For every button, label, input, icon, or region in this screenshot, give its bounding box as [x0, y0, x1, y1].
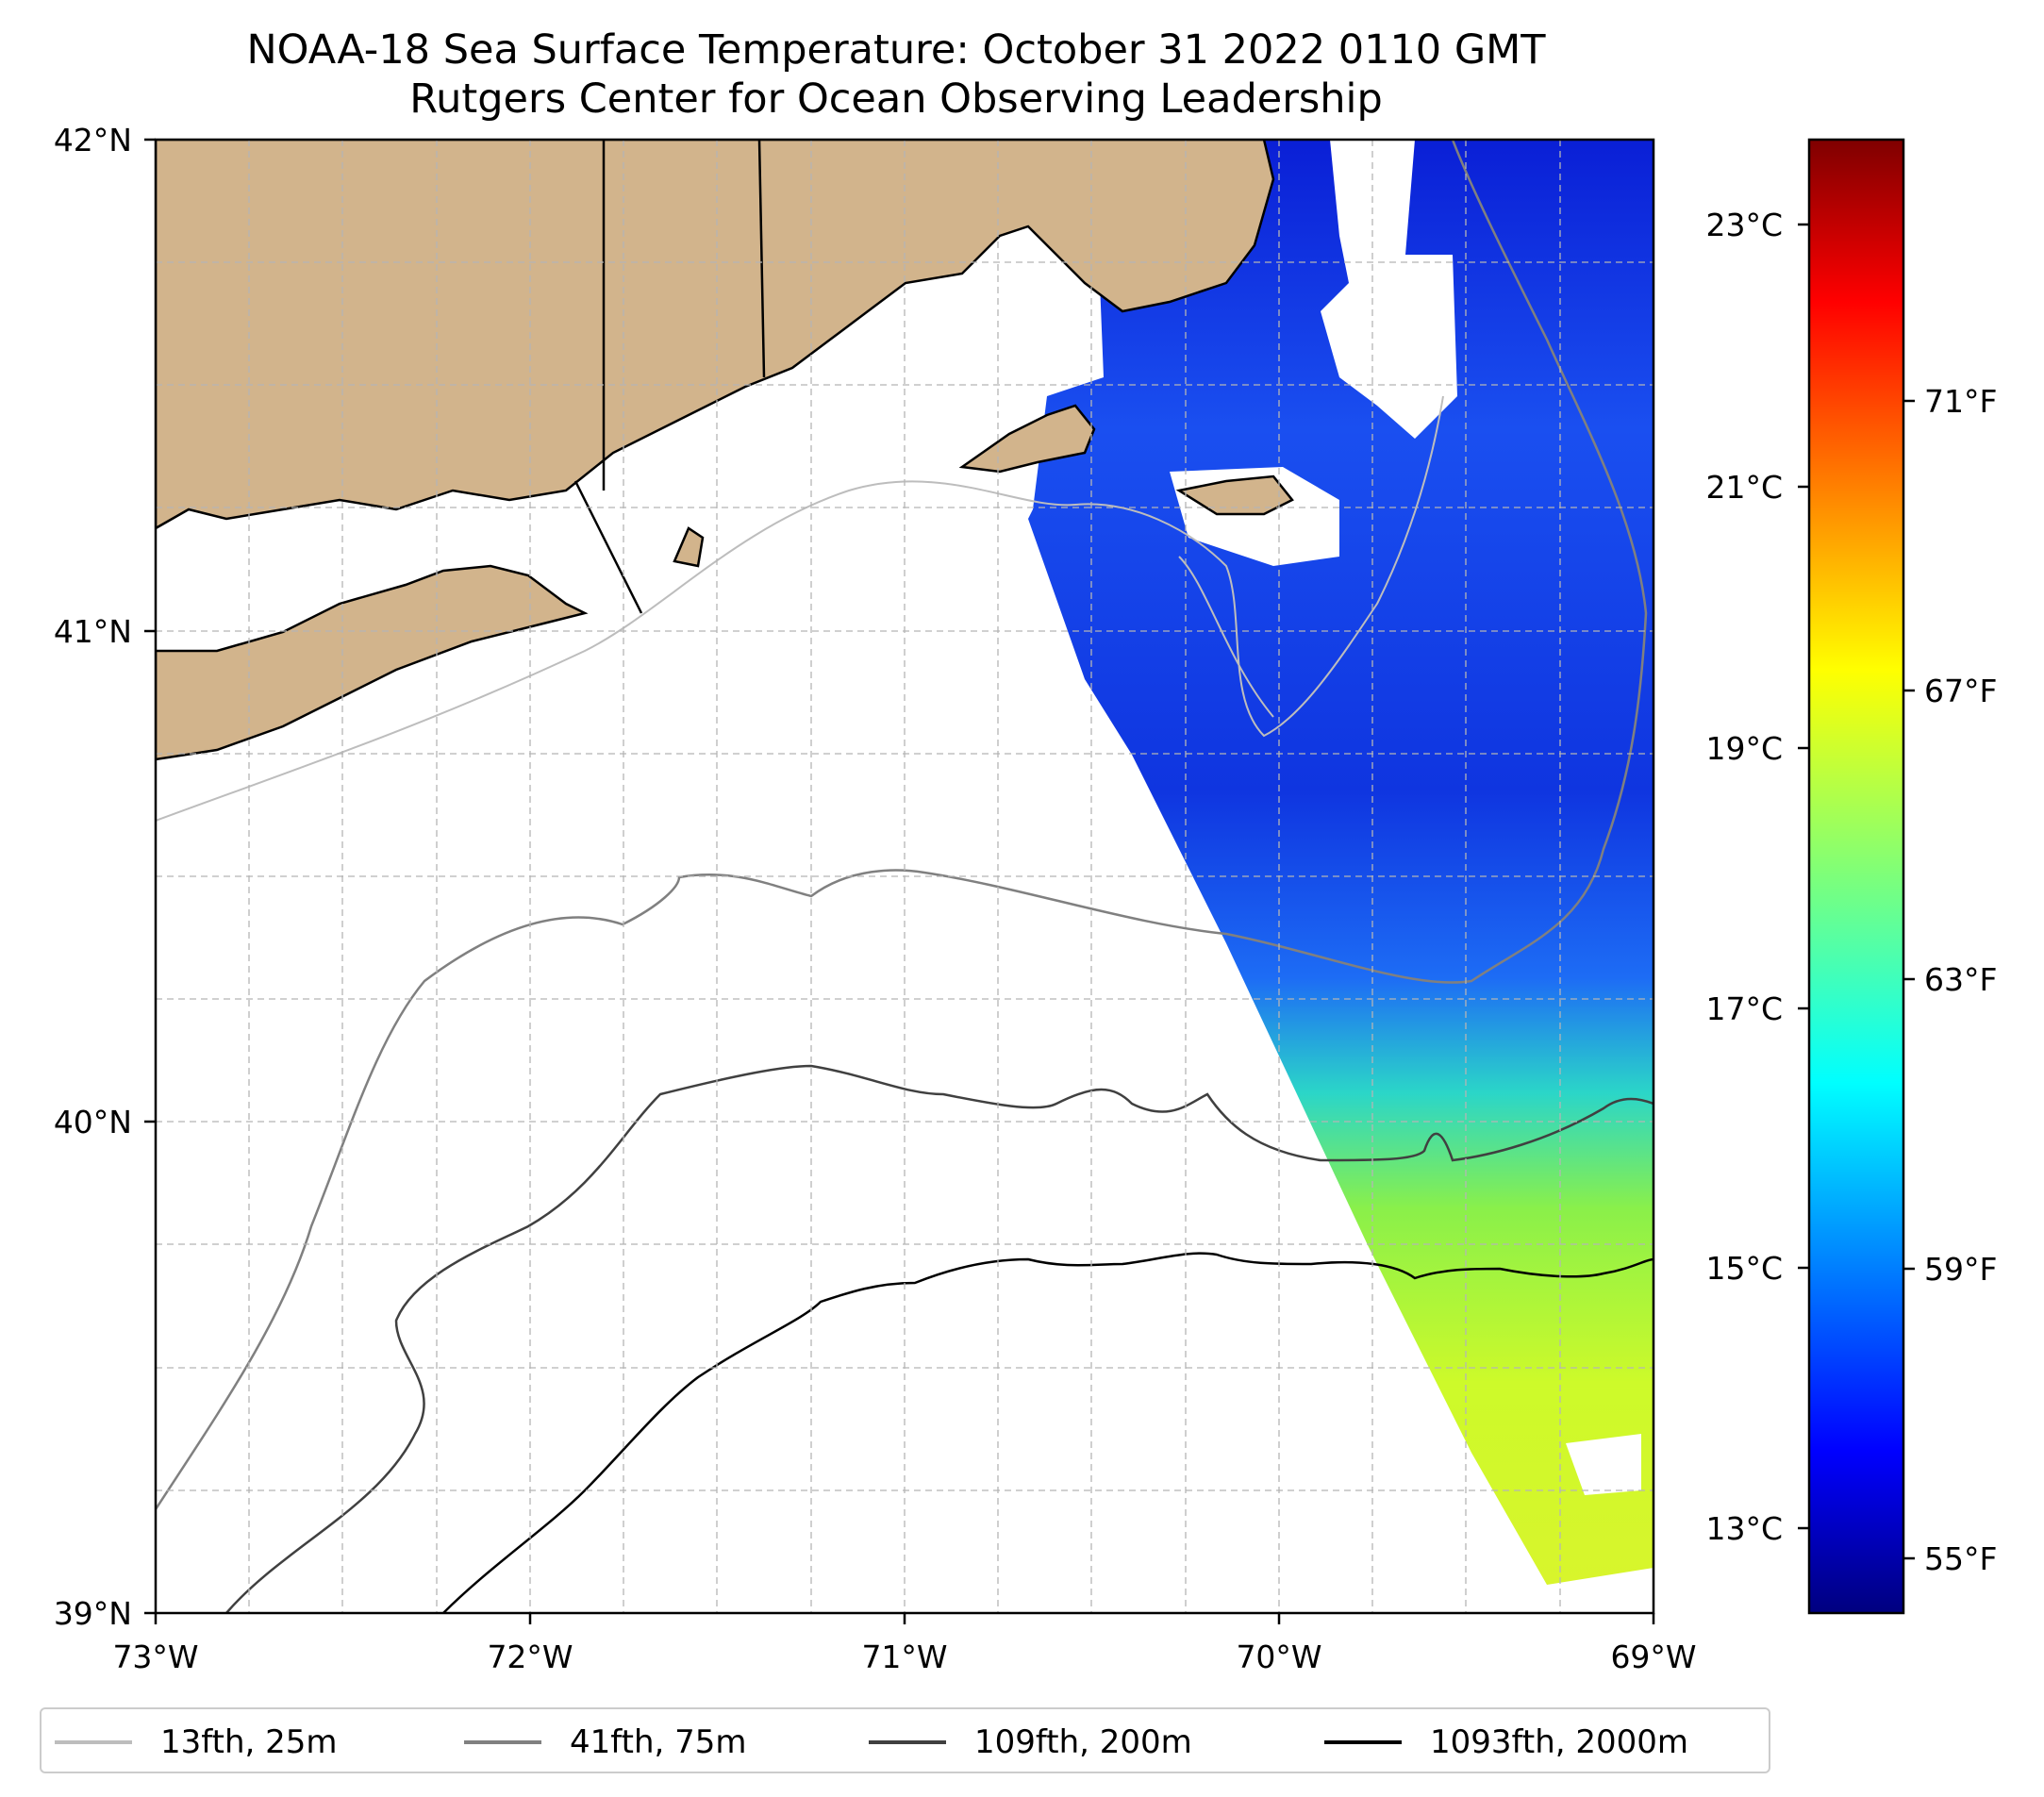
legend-item: 109fth, 200m — [869, 1709, 1192, 1775]
colorbar — [1807, 138, 1905, 1615]
land-block-island — [673, 526, 705, 568]
land-marthas-vineyard — [958, 404, 1096, 474]
colorbar-celsius-label: 19°C — [1705, 730, 1783, 767]
legend-item: 13fth, 25m — [55, 1709, 338, 1775]
legend-label: 13fth, 25m — [160, 1723, 338, 1761]
y-tick-label: 39°N — [54, 1595, 132, 1632]
y-tick-label: 41°N — [54, 613, 132, 650]
contour-25m — [156, 395, 1444, 822]
contour-75m — [156, 140, 1648, 1510]
legend-item: 1093fth, 2000m — [1324, 1709, 1688, 1775]
legend-label: 41fth, 75m — [570, 1723, 747, 1761]
colorbar-fahrenheit-label: 63°F — [1924, 961, 1997, 998]
colorbar-fahrenheit-label: 67°F — [1924, 673, 1997, 709]
x-tick-label: 70°W — [1236, 1639, 1321, 1675]
map-title: NOAA-18 Sea Surface Temperature: October… — [246, 26, 1546, 74]
land-long-island — [156, 564, 589, 761]
colorbar-fahrenheit-label: 55°F — [1924, 1540, 1997, 1577]
x-tick-label: 73°W — [112, 1639, 198, 1675]
land-mainland — [156, 140, 1275, 530]
legend-swatch — [869, 1740, 946, 1744]
colorbar-celsius-label: 15°C — [1705, 1250, 1783, 1287]
legend-swatch — [1324, 1740, 1402, 1744]
gridlines — [156, 140, 1653, 1613]
colorbar-celsius-label: 23°C — [1705, 207, 1783, 243]
colorbar-fahrenheit-label: 71°F — [1924, 383, 1997, 420]
legend-swatch — [55, 1740, 132, 1744]
legend-label: 109fth, 200m — [974, 1723, 1192, 1761]
x-tick-label: 69°W — [1610, 1639, 1696, 1675]
map-subtitle: Rutgers Center for Ocean Observing Leade… — [409, 75, 1383, 123]
legend: 13fth, 25m 41fth, 75m 109fth, 200m 1093f… — [40, 1707, 1770, 1773]
contour-200m — [225, 1064, 1653, 1613]
y-tick-label: 42°N — [54, 122, 132, 158]
colorbar-celsius-label: 13°C — [1705, 1510, 1783, 1547]
colorbar-celsius-label: 21°C — [1705, 469, 1783, 506]
land-nantucket — [1175, 474, 1294, 516]
legend-swatch — [464, 1740, 541, 1744]
legend-label: 1093fth, 2000m — [1430, 1723, 1689, 1761]
y-tick-label: 40°N — [54, 1104, 132, 1140]
x-tick-label: 71°W — [861, 1639, 947, 1675]
x-tick-label: 72°W — [487, 1639, 573, 1675]
contour-2000m — [442, 1252, 1653, 1613]
legend-item: 41fth, 75m — [464, 1709, 747, 1775]
colorbar-celsius-label: 17°C — [1705, 990, 1783, 1027]
colorbar-fahrenheit-label: 59°F — [1924, 1251, 1997, 1288]
